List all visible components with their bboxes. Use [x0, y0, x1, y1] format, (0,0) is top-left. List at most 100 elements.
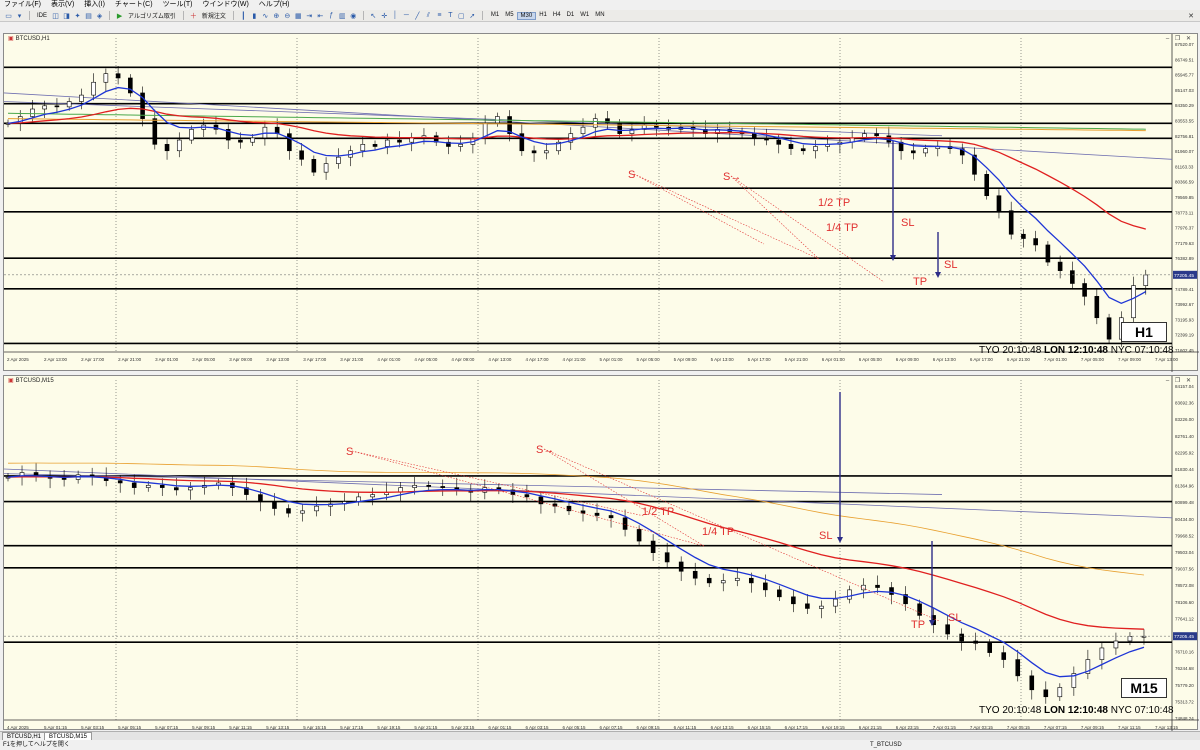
templates-icon[interactable]: ▥: [339, 12, 346, 20]
price-scale-label: 71602.45: [1175, 348, 1194, 353]
menu-item-0[interactable]: ファイル(F): [4, 1, 41, 8]
candle-bull: [1141, 635, 1147, 638]
ide-button[interactable]: IDE: [37, 12, 48, 19]
algo-trading-icon[interactable]: ▶: [116, 12, 123, 20]
time-axis-label: 4 Apr 2025: [7, 725, 29, 730]
half-tp-label: 1/2 TP: [818, 197, 850, 209]
price-scale-label: 85945.77: [1175, 73, 1194, 78]
candle-bear: [875, 584, 880, 588]
chart-window-h1[interactable]: ▣ BTCUSD,H1 ‒ ❐ ✕ 87520.07 86749.51 85945.…: [3, 33, 1199, 372]
candle-bull: [1085, 659, 1091, 674]
market-watch-icon[interactable]: ◫: [52, 12, 59, 20]
candle-bear: [61, 478, 67, 480]
h1-chart-canvas[interactable]: 87520.07 86749.51 85945.77 85147.03 84350.29…: [4, 34, 1199, 372]
clock-tyo: TYO 20:10:48: [979, 345, 1042, 356]
price-scale-label: 77976.37: [1175, 226, 1194, 231]
screenshot-icon[interactable]: ◉: [350, 12, 357, 20]
timeframe-m30[interactable]: M30: [516, 11, 537, 20]
candle-bear: [54, 105, 60, 108]
tile-windows-icon[interactable]: ▦: [295, 12, 302, 20]
menu-item-2[interactable]: 挿入(I): [84, 1, 105, 8]
window-controls[interactable]: ‒ ❐ ✕: [1165, 378, 1193, 384]
candle-bear: [617, 122, 623, 134]
new-order-button[interactable]: 新規注文: [201, 14, 226, 20]
candle-bear: [776, 139, 782, 145]
price-scale-label: 83553.55: [1175, 119, 1194, 124]
candle-bull: [556, 141, 561, 152]
candle-bull: [79, 94, 84, 102]
candle-bear: [1043, 689, 1049, 698]
horizontal-line-icon[interactable]: ─: [403, 12, 409, 19]
text-tool-icon[interactable]: T: [448, 12, 453, 19]
time-axis-label: 3 Apr 21:00: [340, 357, 364, 362]
auto-scroll-icon[interactable]: ⇥: [306, 12, 313, 20]
timeframe-w1[interactable]: W1: [580, 11, 590, 18]
bar-chart-icon[interactable]: ┃: [241, 12, 246, 20]
vertical-line-icon[interactable]: │: [393, 12, 398, 19]
trendline: [4, 473, 943, 495]
timeframe-h1[interactable]: H1: [539, 11, 547, 18]
m15-chart-canvas[interactable]: 84157.04 83692.36 83226.00 82761.40 82295.92…: [4, 376, 1199, 731]
price-scale-label: 85147.03: [1175, 88, 1194, 93]
candle-bear: [911, 150, 916, 154]
window-controls[interactable]: ‒ ❐ ✕: [1165, 36, 1193, 42]
price-scale-label: 80899.48: [1175, 500, 1194, 505]
chart-window-m15[interactable]: ▣ BTCUSD,M15 ‒ ❐ ✕ 84157.04 83692.36 83226…: [3, 375, 1199, 731]
candlestick-icon[interactable]: ▮: [252, 12, 257, 20]
candle-bear: [372, 144, 378, 147]
menu-item-4[interactable]: ツール(T): [162, 1, 193, 8]
menu-item-5[interactable]: ウインドウ(W): [202, 1, 249, 8]
candle-bull: [1127, 636, 1133, 642]
fibonacci-icon[interactable]: ≡: [437, 12, 442, 19]
price-scale-label: 84157.04: [1175, 384, 1194, 389]
candle-bull: [409, 137, 415, 143]
indicators-icon[interactable]: ƒ: [329, 12, 334, 19]
timeframe-m5[interactable]: M5: [505, 11, 514, 18]
profiles-icon[interactable]: ▾: [17, 12, 22, 20]
candle-bull: [923, 148, 928, 154]
shapes-icon[interactable]: ▢: [458, 12, 465, 20]
algo-trading-button[interactable]: アルゴリズム取引: [128, 14, 176, 20]
price-scale-label: 79569.85: [1175, 195, 1194, 200]
time-axis-label: 7 Apr 05:15: [1007, 725, 1031, 730]
menu-item-6[interactable]: ヘルプ(H): [258, 1, 290, 8]
timeframe-h4[interactable]: H4: [552, 11, 561, 18]
channel-icon[interactable]: ⫽: [426, 11, 430, 19]
price-scale-label: 79037.56: [1175, 567, 1194, 572]
terminal-icon[interactable]: ▤: [85, 12, 92, 20]
line-chart-icon[interactable]: ∿: [262, 12, 269, 20]
timeframe-mn[interactable]: MN: [595, 11, 605, 18]
timeframe-m1[interactable]: M1: [490, 11, 500, 18]
timeframe-d1[interactable]: D1: [566, 11, 575, 18]
menu-item-3[interactable]: チャート(C): [114, 1, 153, 8]
data-window-icon[interactable]: ◨: [63, 12, 70, 20]
arrow-tool-icon[interactable]: ➚: [469, 12, 476, 20]
candle-bull: [188, 487, 193, 491]
new-chart-icon[interactable]: ▭: [5, 12, 12, 20]
menu-item-1[interactable]: 表示(V): [50, 1, 75, 8]
new-order-icon[interactable]: ＋: [189, 12, 197, 20]
timeframe-badge: M15: [1121, 678, 1167, 698]
navigator-icon[interactable]: ✦: [74, 12, 81, 20]
trendline-icon[interactable]: ╱: [415, 12, 420, 20]
price-scale-label: 87520.07: [1175, 42, 1194, 47]
time-axis-label: 7 Apr 09:00: [1118, 357, 1142, 362]
chart-shift-icon[interactable]: ⇤: [317, 12, 324, 20]
price-scale-label: 84350.29: [1175, 103, 1194, 108]
candle-bull: [1131, 285, 1136, 319]
time-axis-label: 7 Apr 01:15: [933, 725, 957, 730]
sl-arrow-head: [890, 255, 896, 261]
close-icon[interactable]: ✕: [1188, 13, 1194, 20]
clock-lon: LON 12:10:48: [1044, 705, 1108, 716]
candle-bull: [30, 108, 35, 117]
candle-bear: [874, 133, 879, 137]
strategy-tester-icon[interactable]: ◈: [96, 12, 103, 20]
zoom-out-icon[interactable]: ⊖: [284, 12, 291, 20]
candle-bear: [605, 118, 610, 124]
candle-bull: [833, 598, 838, 607]
zoom-in-icon[interactable]: ⊕: [273, 12, 280, 20]
cursor-icon[interactable]: ↖: [370, 12, 377, 20]
ma-green: [7, 112, 1146, 130]
crosshair-icon[interactable]: ✛: [381, 12, 388, 20]
price-scale-label: 80366.59: [1175, 180, 1194, 185]
